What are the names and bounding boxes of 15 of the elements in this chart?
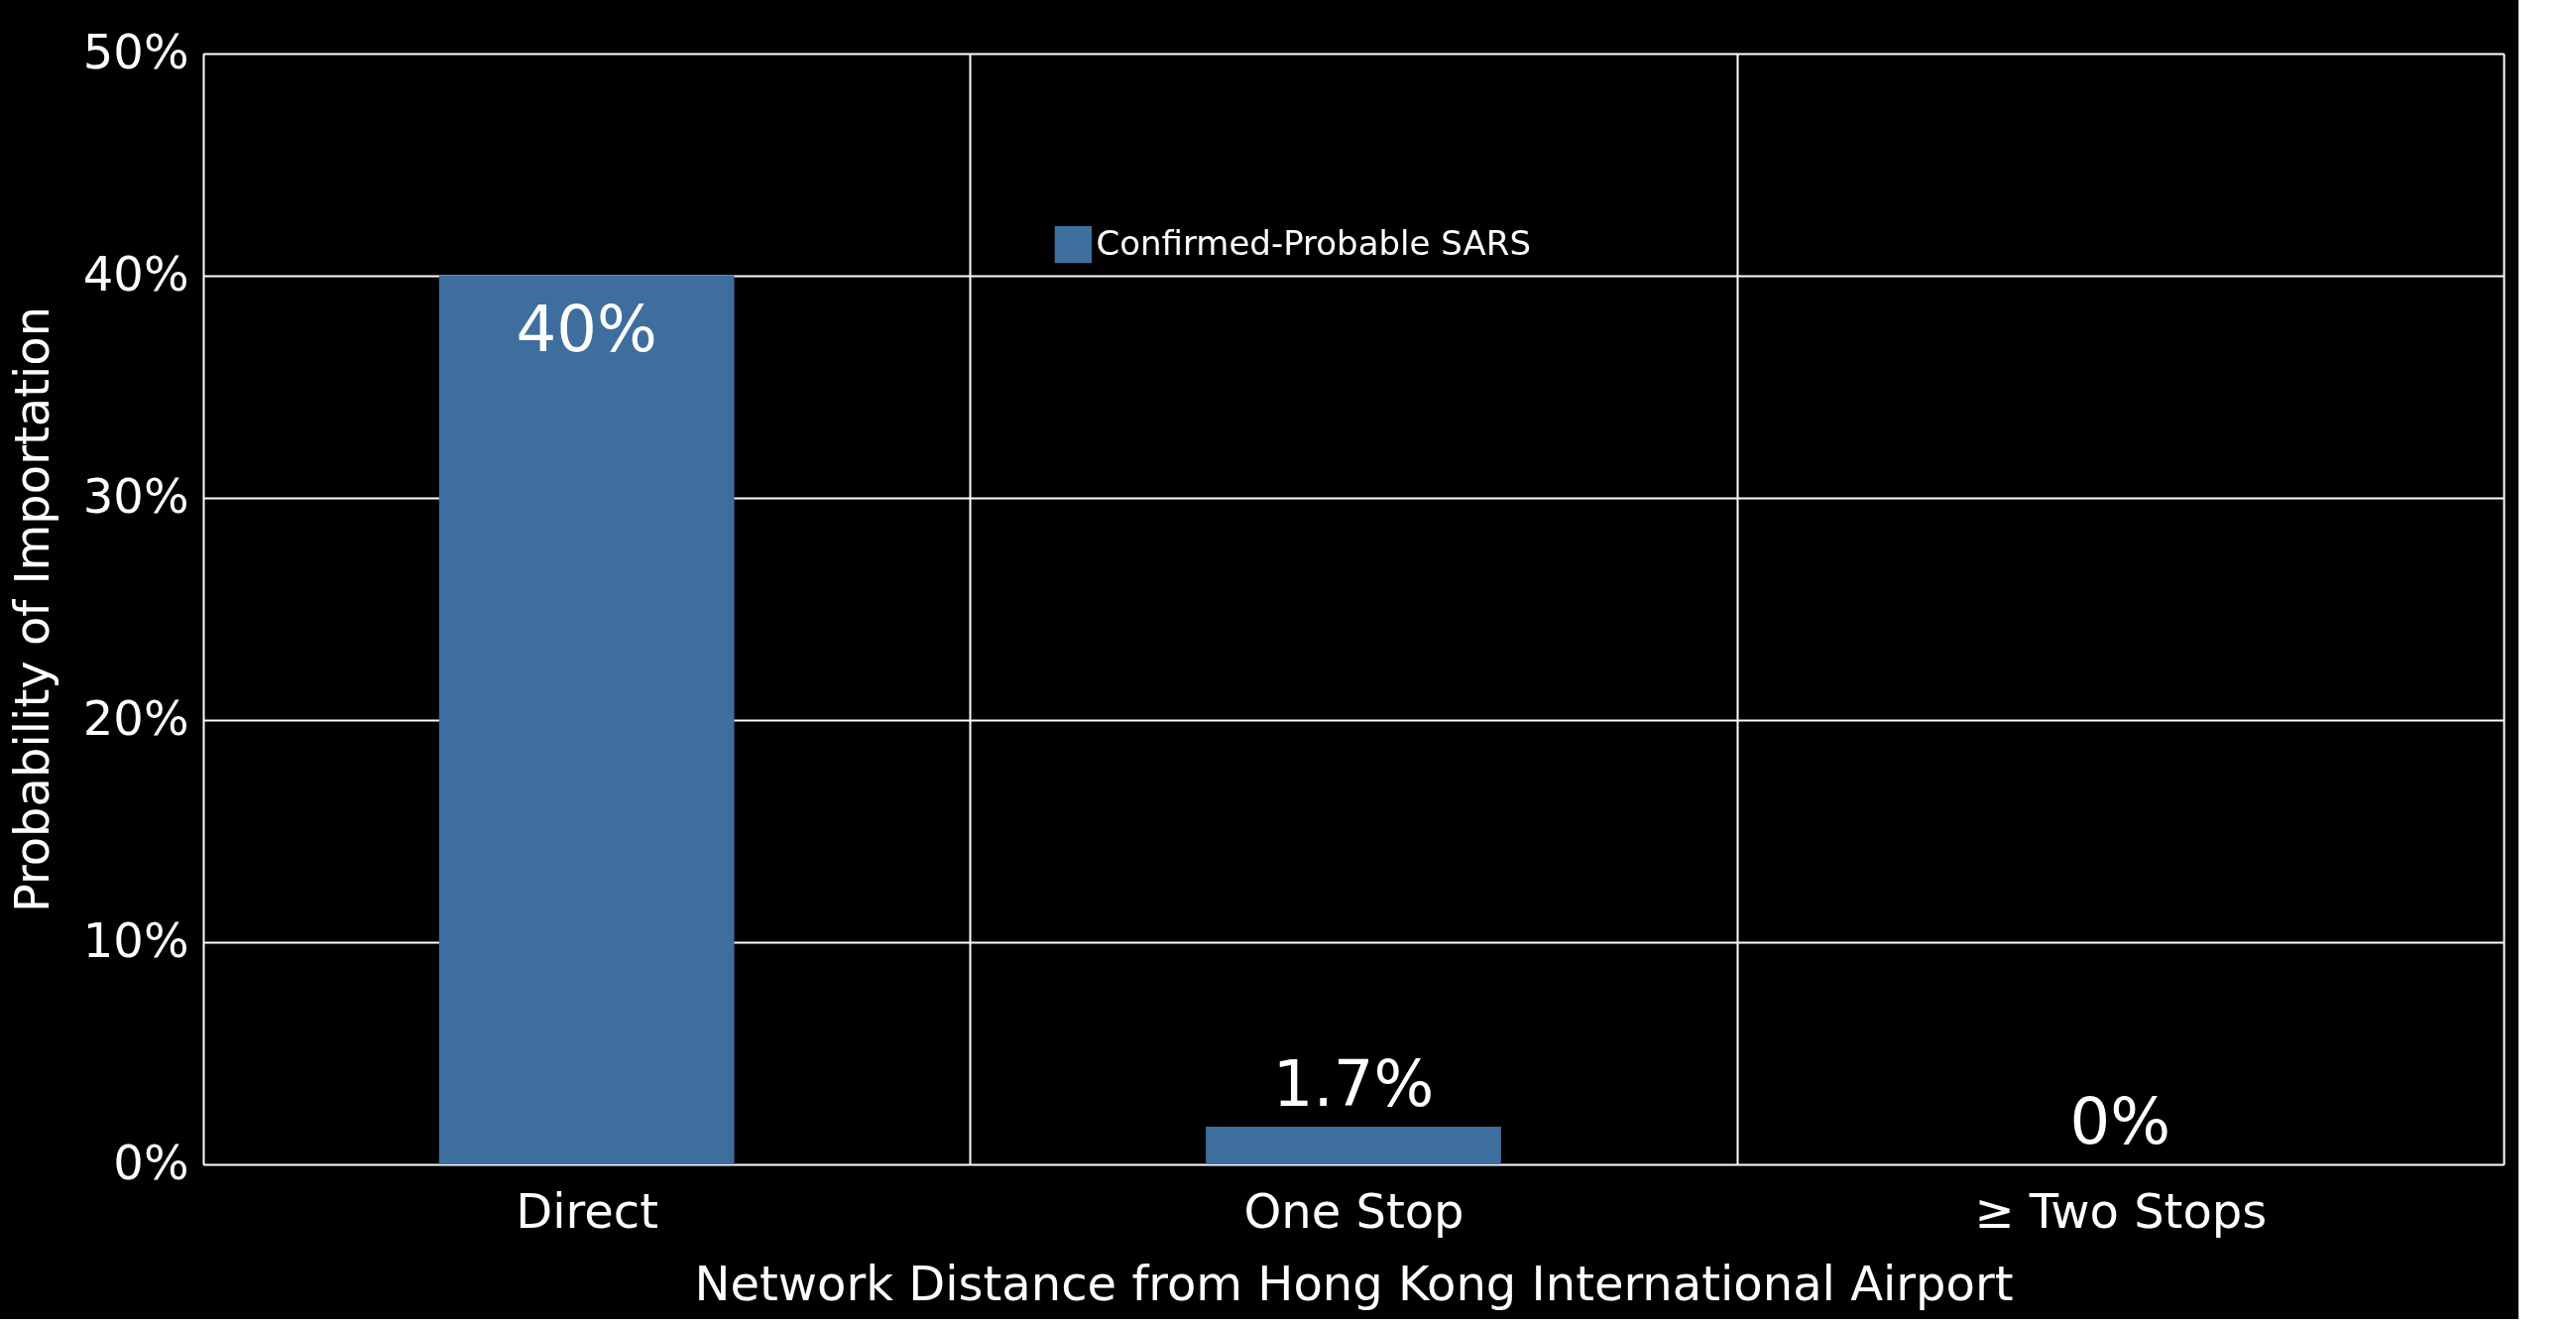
y-tick-label: 40% <box>82 245 189 302</box>
data-label: 0% <box>2069 1085 2171 1158</box>
y-tick-label: 0% <box>113 1134 189 1190</box>
x-tick-label: One Stop <box>1243 1182 1464 1239</box>
y-tick-label: 10% <box>82 911 189 968</box>
x-axis-title: Network Distance from Hong Kong International Airport <box>694 1255 2014 1311</box>
data-label: 1.7% <box>1272 1046 1435 1121</box>
y-tick-label: 30% <box>82 467 189 524</box>
data-label: 40% <box>516 293 657 366</box>
x-tick-label: ≥ Two Stops <box>1974 1182 2268 1239</box>
legend-label: Confirmed-Probable SARS <box>1096 222 1531 263</box>
y-axis-title: Probability of Importation <box>3 305 59 913</box>
y-tick-label: 50% <box>82 23 189 79</box>
x-tick-label: Direct <box>516 1182 659 1239</box>
y-tick-label: 20% <box>82 689 189 746</box>
